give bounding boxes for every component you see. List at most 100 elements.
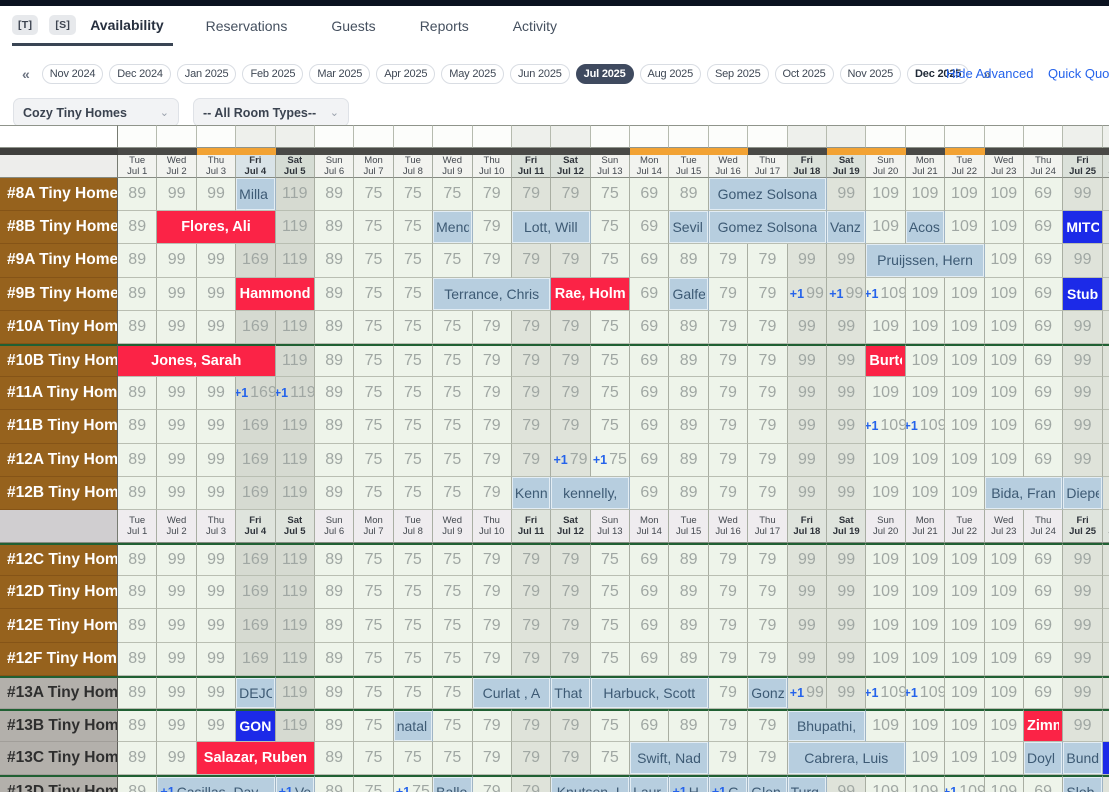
rate-cell[interactable]: 69: [1023, 178, 1064, 212]
rate-cell[interactable]: 99: [787, 609, 828, 643]
rate-cell[interactable]: 79: [551, 410, 591, 444]
rate-cell[interactable]: 75: [354, 543, 394, 577]
rate-cell[interactable]: [1102, 642, 1109, 676]
rate-cell[interactable]: 69: [1023, 675, 1064, 709]
rate-cell[interactable]: 75: [433, 377, 473, 411]
rate-cell[interactable]: 75: [393, 576, 434, 610]
rate-cell[interactable]: 75: [433, 742, 473, 776]
day-header-jul-17[interactable]: Thu Jul 17: [748, 509, 788, 544]
day-header-jul-5[interactable]: Sat Jul 5: [275, 155, 315, 178]
day-header-jul-7[interactable]: Mon Jul 7: [354, 509, 394, 544]
month-chip-dec-2025[interactable]: Dec 2025: [907, 64, 970, 84]
rate-cell[interactable]: 79: [551, 343, 591, 378]
reservation[interactable]: GON: [236, 709, 276, 743]
rate-cell[interactable]: 89: [314, 675, 355, 709]
rate-cell[interactable]: 99: [1063, 343, 1103, 378]
day-header-jul-24[interactable]: Thu Jul 24: [1023, 509, 1064, 544]
rate-cell[interactable]: 89: [314, 742, 355, 776]
reservation[interactable]: DEJO: [236, 675, 276, 709]
reservation[interactable]: Laur: [630, 775, 670, 792]
rate-cell[interactable]: 109: [866, 775, 906, 792]
rate-cell[interactable]: 75: [393, 675, 434, 709]
day-header-jul-12[interactable]: Sat Jul 12: [551, 155, 591, 178]
rate-cell[interactable]: 79: [511, 178, 552, 212]
rate-cell[interactable]: 75: [354, 709, 394, 743]
rate-cell[interactable]: 89: [118, 211, 158, 245]
rate-cell[interactable]: [1102, 576, 1109, 610]
rate-cell[interactable]: 79: [511, 576, 552, 610]
rate-cell[interactable]: 79: [748, 244, 788, 278]
rate-cell[interactable]: 109: [905, 543, 946, 577]
rate-cell[interactable]: 89: [669, 310, 709, 344]
rate-cell[interactable]: 75: [590, 576, 631, 610]
rate-cell[interactable]: 99: [1063, 709, 1103, 743]
day-header-jul-12[interactable]: Sat Jul 12: [551, 509, 591, 544]
rate-cell[interactable]: 99: [157, 609, 197, 643]
rate-cell[interactable]: 109: [945, 709, 985, 743]
rate-cell[interactable]: 89: [669, 178, 709, 212]
rate-cell[interactable]: 79: [551, 244, 591, 278]
reservation[interactable]: MITC: [1063, 211, 1103, 245]
reservation[interactable]: +1Casillas, Dav: [157, 775, 276, 792]
reservation[interactable]: Ballo: [433, 775, 473, 792]
reservation[interactable]: Flores, Ali: [157, 211, 276, 245]
rate-cell[interactable]: 75: [393, 277, 434, 311]
rate-cell[interactable]: 99: [1063, 609, 1103, 643]
rate-cell[interactable]: 79: [748, 709, 788, 743]
rate-cell[interactable]: 169: [236, 576, 276, 610]
rate-cell[interactable]: 75: [433, 675, 473, 709]
rate-cell[interactable]: 69: [630, 609, 670, 643]
rate-cell[interactable]: 89: [669, 609, 709, 643]
rate-cell[interactable]: 169: [236, 443, 276, 477]
rate-cell[interactable]: 99: [1063, 178, 1103, 212]
rate-cell[interactable]: +1 79: [551, 443, 591, 477]
rate-cell[interactable]: [1102, 277, 1109, 311]
rate-cell[interactable]: 75: [393, 609, 434, 643]
rate-cell[interactable]: 69: [630, 377, 670, 411]
s-toggle-button[interactable]: [S]: [49, 14, 77, 35]
day-header-jul-25[interactable]: Fri Jul 25: [1063, 155, 1103, 178]
rate-cell[interactable]: 79: [748, 742, 788, 776]
rate-cell[interactable]: 99: [827, 178, 867, 212]
rate-cell[interactable]: +1 99: [827, 277, 867, 311]
day-header-jul-15[interactable]: Tue Jul 15: [669, 509, 709, 544]
property-select[interactable]: Cozy Tiny Homes ⌄: [13, 98, 179, 127]
rate-cell[interactable]: 99: [157, 377, 197, 411]
rate-cell[interactable]: 99: [787, 443, 828, 477]
rate-cell[interactable]: 75: [393, 642, 434, 676]
reservation[interactable]: Bund: [1063, 742, 1103, 776]
rate-cell[interactable]: 99: [196, 310, 237, 344]
rate-cell[interactable]: 89: [669, 642, 709, 676]
rate-cell[interactable]: 75: [354, 775, 394, 792]
rate-cell[interactable]: 109: [984, 609, 1024, 643]
rate-cell[interactable]: 89: [314, 443, 355, 477]
reservation[interactable]: +1G: [708, 775, 749, 792]
rate-cell[interactable]: 109: [866, 576, 906, 610]
reservation[interactable]: Terrance, Chris: [433, 277, 552, 311]
room-row-label--12b-tiny-home[interactable]: #12B Tiny Home: [0, 476, 118, 510]
rate-cell[interactable]: 89: [118, 775, 158, 792]
rate-cell[interactable]: 99: [827, 675, 867, 709]
rate-cell[interactable]: 119: [275, 476, 315, 510]
rate-cell[interactable]: 99: [827, 775, 867, 792]
tab-activity[interactable]: Activity: [512, 18, 558, 34]
rate-cell[interactable]: 75: [393, 377, 434, 411]
rate-cell[interactable]: 89: [314, 277, 355, 311]
rate-cell[interactable]: 75: [354, 576, 394, 610]
rate-cell[interactable]: 99: [196, 178, 237, 212]
rate-cell[interactable]: 119: [275, 244, 315, 278]
rate-cell[interactable]: +175: [393, 775, 434, 792]
rate-cell[interactable]: 75: [433, 310, 473, 344]
day-header-jul-16[interactable]: Wed Jul 16: [708, 509, 749, 544]
rate-cell[interactable]: 109: [984, 178, 1024, 212]
rate-cell[interactable]: 99: [157, 642, 197, 676]
rate-cell[interactable]: 79: [708, 277, 749, 311]
rate-cell[interactable]: 69: [1023, 443, 1064, 477]
rate-cell[interactable]: 79: [708, 443, 749, 477]
rate-cell[interactable]: 89: [118, 410, 158, 444]
rate-cell[interactable]: 75: [393, 476, 434, 510]
rate-cell[interactable]: 79: [708, 310, 749, 344]
rate-cell[interactable]: 89: [669, 343, 709, 378]
reservation[interactable]: Milla: [236, 178, 276, 212]
tab-guests[interactable]: Guests: [331, 18, 376, 34]
